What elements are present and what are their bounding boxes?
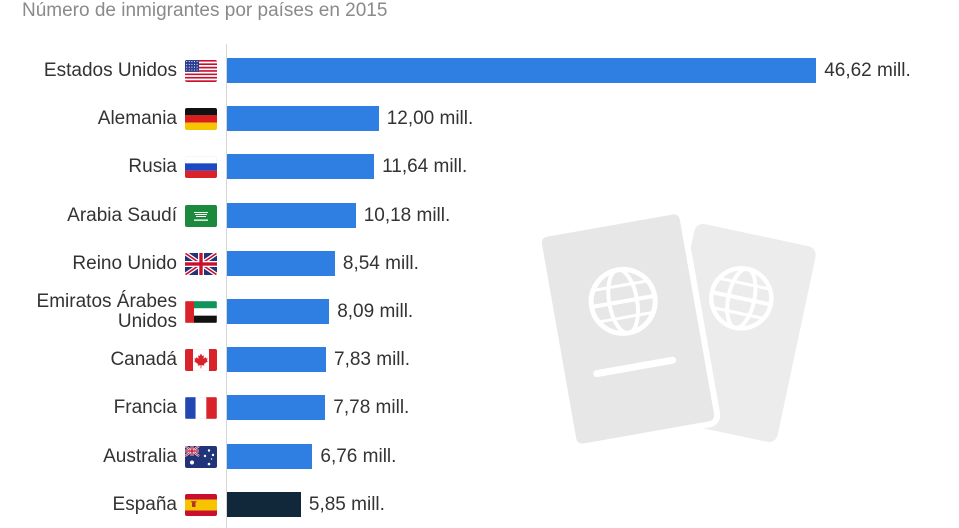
category-label: Emiratos Árabes Unidos xyxy=(36,291,177,332)
bar xyxy=(227,443,313,469)
value-label: 7,83 mill. xyxy=(334,349,411,371)
category-label: Australia xyxy=(103,445,177,467)
value-label: 11,64 mill. xyxy=(382,156,468,178)
bar xyxy=(227,250,335,276)
bar-row: España 5,85 mill. xyxy=(0,490,959,520)
category-label: Arabia Saudí xyxy=(67,204,177,226)
category-label: Alemania xyxy=(97,108,177,130)
category-label: España xyxy=(112,493,177,515)
usa-flag-icon xyxy=(185,60,217,82)
saudi-arabia-flag-icon xyxy=(185,204,217,227)
australia-flag-icon xyxy=(185,445,217,468)
y-axis-line xyxy=(226,44,227,528)
category-label: Francia xyxy=(113,397,177,419)
bar xyxy=(227,491,301,517)
bar xyxy=(227,106,379,132)
bar xyxy=(227,154,375,180)
bar xyxy=(227,299,330,324)
spain-flag-icon xyxy=(185,493,217,516)
value-label: 6,76 mill. xyxy=(320,445,397,467)
value-label: 46,62 mill. xyxy=(824,60,911,81)
bar xyxy=(227,347,326,373)
bar xyxy=(227,202,356,228)
passport-watermark-icon xyxy=(540,208,816,450)
category-label: Reino Unido xyxy=(72,252,177,274)
category-label: Canadá xyxy=(110,349,177,371)
value-label: 8,54 mill. xyxy=(342,252,419,274)
bar xyxy=(227,395,326,421)
value-label: 10,18 mill. xyxy=(363,204,451,226)
uk-flag-icon xyxy=(185,252,217,275)
value-label: 7,78 mill. xyxy=(333,397,410,419)
bar-row: Estados Unidos 46,62 mill. xyxy=(0,56,959,86)
bar xyxy=(227,58,817,83)
category-label: Estados Unidos xyxy=(43,60,177,81)
bar-row: Alemania 12,00 mill. xyxy=(0,104,959,134)
germany-flag-icon xyxy=(185,108,217,131)
uae-flag-icon xyxy=(185,301,217,323)
bar-row: Reino Unido 8,54 mill. xyxy=(0,249,959,279)
bar-row: Australia 6,76 mill. xyxy=(0,442,959,472)
france-flag-icon xyxy=(185,397,217,420)
bar-row: Arabia Saudí 10,18 mill. xyxy=(0,201,959,231)
value-label: 5,85 mill. xyxy=(308,493,385,515)
chart-subtitle: Número de inmigrantes por países en 2015 xyxy=(22,0,388,21)
category-label: Rusia xyxy=(128,156,177,178)
bar-row: Rusia 11,64 mill. xyxy=(0,152,959,182)
russia-flag-icon xyxy=(185,156,217,179)
value-label: 12,00 mill. xyxy=(386,108,474,130)
bar-row: Francia 7,78 mill. xyxy=(0,393,959,423)
bar-row: Emiratos Árabes Unidos 8,09 mill. xyxy=(0,291,959,332)
bar-row: Canadá 7,83 mill. xyxy=(0,345,959,375)
canada-flag-icon xyxy=(185,349,217,372)
value-label: 8,09 mill. xyxy=(337,301,414,322)
